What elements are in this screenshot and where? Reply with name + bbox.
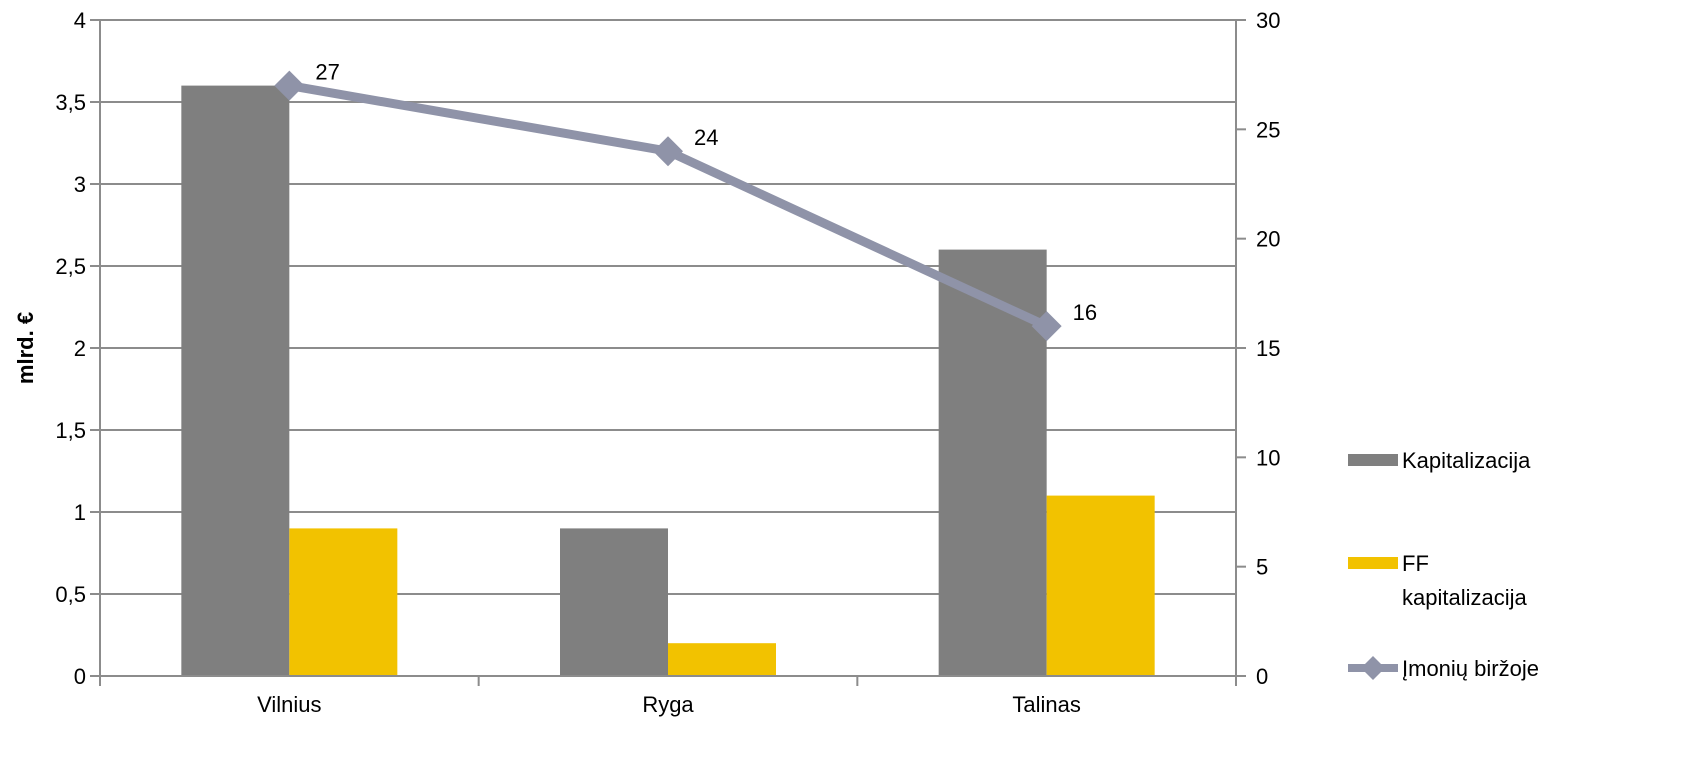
x-tick-label-ryga: Ryga — [642, 692, 694, 717]
legend-label: FF — [1402, 551, 1429, 576]
axes — [90, 19, 1246, 686]
bar-ff-kapitalizacija-ryga — [668, 643, 776, 676]
bar-ff-kapitalizacija-talinas — [1046, 495, 1155, 676]
y2-tick-label: 20 — [1256, 227, 1280, 252]
bar-series — [181, 85, 1155, 677]
legend-label: Kapitalizacija — [1402, 448, 1531, 473]
line-marker — [274, 70, 305, 101]
gridlines — [100, 19, 1236, 595]
line-imoniu-birzoje — [288, 81, 1049, 331]
line-marker — [653, 136, 683, 167]
tick-labels: 0 0,5 1 1,5 2 2,5 3 3,5 4 0 5 10 15 20 25 30 Vilnius Ryga… — [55, 8, 1280, 717]
legend-label: kapitalizacija — [1402, 585, 1527, 610]
y-tick-label: 2,5 — [55, 254, 86, 279]
y2-tick-label: 30 — [1256, 8, 1280, 33]
x-tick-label-vilnius: Vilnius — [257, 692, 321, 717]
y-axis-title: mlrd. € — [13, 312, 38, 384]
y-tick-label: 2 — [74, 336, 86, 361]
y2-tick-label: 15 — [1256, 336, 1280, 361]
y-tick-label: 4 — [74, 8, 86, 33]
y-tick-label: 3,5 — [55, 90, 86, 115]
legend-label: Įmonių biržoje — [1402, 656, 1539, 681]
y-tick-label: 0 — [74, 664, 86, 689]
data-label: 27 — [315, 60, 339, 85]
y-tick-label: 1,5 — [55, 418, 86, 443]
line-series: 27 24 16 — [274, 60, 1097, 342]
legend-swatch — [1348, 557, 1398, 569]
x-tick-label-talinas: Talinas — [1012, 692, 1080, 717]
bar-kapitalizacija-vilnius — [181, 85, 290, 677]
y2-tick-label: 25 — [1256, 117, 1280, 142]
data-label: 24 — [694, 125, 718, 150]
y2-tick-label: 0 — [1256, 664, 1268, 689]
y-tick-label: 0,5 — [55, 582, 86, 607]
y-tick-label: 3 — [74, 172, 86, 197]
bar-ff-kapitalizacija-vilnius — [289, 528, 398, 676]
y2-tick-label: 10 — [1256, 445, 1280, 470]
y-tick-label: 1 — [74, 500, 86, 525]
data-label: 16 — [1073, 300, 1097, 325]
line-marker — [1031, 311, 1062, 342]
legend-marker — [1361, 656, 1385, 680]
bar-kapitalizacija-ryga — [560, 528, 668, 676]
legend-swatch — [1348, 454, 1398, 466]
bar-kapitalizacija-talinas — [938, 249, 1047, 676]
legend: Kapitalizacija FF kapitalizacija Įmonių bir… — [1348, 448, 1539, 681]
y2-tick-label: 5 — [1256, 555, 1268, 580]
